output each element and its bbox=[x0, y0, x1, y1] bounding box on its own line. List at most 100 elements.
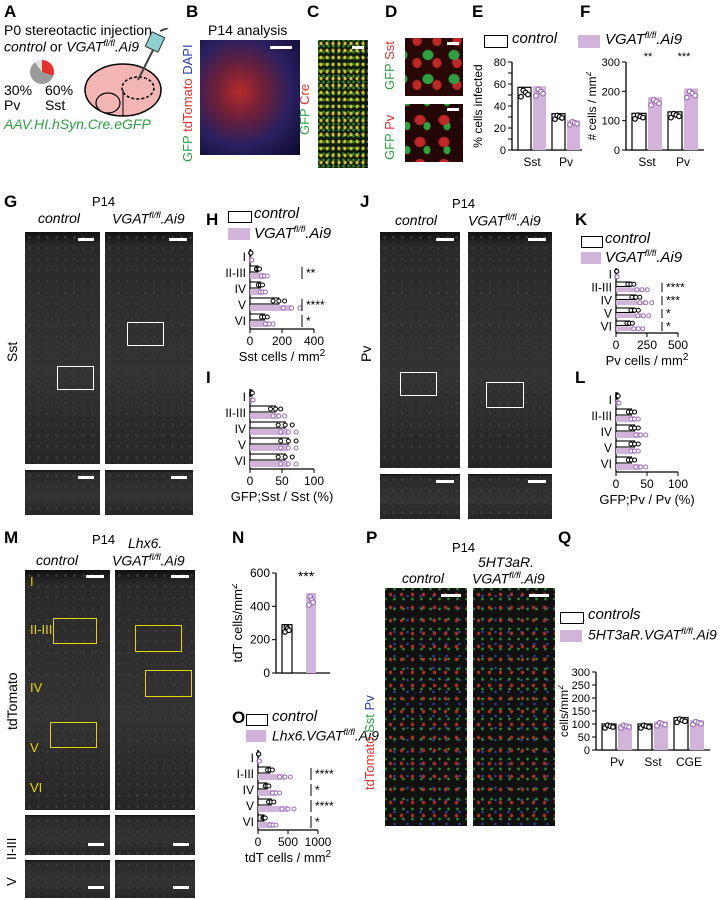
data-point bbox=[631, 326, 637, 332]
panel-label-i: I bbox=[206, 368, 211, 387]
category-label: V bbox=[604, 307, 612, 321]
data-point bbox=[632, 115, 638, 122]
sst-control-inset bbox=[25, 470, 100, 515]
panel-label-o: O bbox=[232, 708, 246, 727]
y-tick-label: 0 bbox=[500, 145, 506, 157]
category-label: IV bbox=[235, 422, 246, 436]
panel-j-age: P14 bbox=[452, 196, 476, 211]
bar bbox=[616, 313, 644, 318]
layer-label: I bbox=[30, 574, 34, 589]
q-legend-5ht-swatch bbox=[560, 630, 582, 642]
bar bbox=[250, 273, 265, 279]
bar bbox=[690, 720, 704, 750]
data-point bbox=[286, 627, 292, 634]
y-tick-label: 300 bbox=[572, 667, 590, 679]
panel-b-stain-label: GFP tdTomato DAPI bbox=[180, 44, 195, 162]
category-label: IV bbox=[601, 425, 612, 439]
chart-f: 0 100 200 300 Sst ** Pv *** # cells / mm2 bbox=[586, 52, 704, 169]
data-point bbox=[668, 114, 674, 121]
panel-label-h: H bbox=[206, 210, 219, 229]
sst-percent: 60% bbox=[45, 82, 74, 98]
panel-g-age: P14 bbox=[92, 194, 116, 209]
panel-p-control: control bbox=[402, 570, 445, 586]
panel-a-line1: P0 stereotactic injection bbox=[4, 22, 152, 38]
data-point bbox=[264, 273, 270, 279]
data-point bbox=[646, 313, 652, 319]
legend-vgat-label: VGATfl/fl.Ai9 bbox=[605, 30, 683, 48]
y-axis-label: % cells infected bbox=[472, 64, 485, 147]
data-point bbox=[637, 300, 643, 306]
data-point bbox=[633, 294, 639, 300]
significance-label: * bbox=[306, 314, 311, 328]
data-point bbox=[616, 400, 622, 406]
data-point bbox=[614, 268, 620, 274]
x-tick-label: 0 bbox=[613, 477, 620, 491]
k-legend-control-label: control bbox=[605, 230, 651, 247]
data-point bbox=[257, 266, 263, 272]
y-tick-label: 200 bbox=[250, 633, 270, 647]
panel-label-m: M bbox=[4, 528, 19, 547]
data-point bbox=[635, 416, 641, 422]
panel-a-line2: control or VGATfl/fl.Ai9 bbox=[4, 38, 139, 55]
o-legend-control-swatch bbox=[246, 714, 268, 726]
data-point bbox=[275, 422, 281, 428]
bar bbox=[250, 305, 292, 311]
category-label: VI bbox=[235, 314, 246, 328]
category-label: V bbox=[246, 799, 254, 813]
y-tick-label: 200 bbox=[602, 86, 620, 98]
pv-percent: 30% bbox=[4, 82, 33, 98]
bar bbox=[250, 413, 279, 419]
y-tick-label: 0 bbox=[263, 666, 270, 680]
y-tick-label: 200 bbox=[572, 693, 590, 705]
bar bbox=[517, 86, 532, 151]
data-point bbox=[285, 445, 291, 451]
category-label: V bbox=[238, 298, 246, 312]
m-inset-lhx6-top bbox=[115, 815, 195, 855]
data-point bbox=[635, 307, 641, 313]
panel-p-vgat: VGATfl/fl.Ai9 bbox=[472, 570, 545, 587]
panel-p-age: P14 bbox=[452, 540, 476, 555]
y-tick-label: 150 bbox=[572, 706, 590, 718]
data-point bbox=[277, 774, 283, 780]
x-tick-label: 50 bbox=[640, 477, 654, 491]
data-point bbox=[614, 274, 620, 280]
tdtomato-control-image bbox=[25, 570, 110, 810]
data-point bbox=[640, 313, 646, 319]
legend-vgat-swatch bbox=[578, 35, 600, 48]
category-label: Sst bbox=[638, 155, 656, 169]
category-label: CGE bbox=[676, 755, 702, 769]
data-point bbox=[270, 298, 276, 304]
y-tick-label: 50 bbox=[578, 732, 590, 744]
y-axis-label: # cells / mm2 bbox=[586, 71, 599, 140]
panel-m-age: P14 bbox=[92, 532, 116, 547]
data-point bbox=[574, 120, 580, 127]
data-point bbox=[270, 321, 276, 327]
data-point bbox=[256, 758, 262, 764]
pv-control-inset bbox=[380, 474, 460, 519]
data-point bbox=[559, 115, 565, 121]
panel-m-inset-bot-label: V bbox=[4, 877, 19, 886]
bar bbox=[250, 461, 289, 467]
data-point bbox=[285, 461, 291, 467]
data-point bbox=[635, 313, 641, 319]
panel-label-l: L bbox=[575, 368, 586, 387]
category-label: I bbox=[243, 390, 246, 404]
data-point bbox=[276, 298, 282, 304]
sst-gfp-image bbox=[405, 38, 463, 96]
y-tick-label: 250 bbox=[572, 680, 590, 692]
significance-label: ** bbox=[306, 266, 316, 280]
x-axis-label: GFP;Pv / Pv (%) bbox=[599, 492, 694, 507]
o-legend-control-label: control bbox=[272, 708, 318, 725]
data-point bbox=[293, 461, 299, 467]
panel-label-j: J bbox=[360, 192, 370, 211]
data-point bbox=[640, 114, 646, 121]
category-label: Pv bbox=[676, 155, 690, 169]
pie-icon bbox=[30, 60, 54, 84]
bar bbox=[616, 287, 643, 292]
data-point bbox=[635, 448, 641, 454]
panel-label-f: F bbox=[580, 2, 591, 21]
category-label: II-III bbox=[591, 281, 612, 295]
tdtomato-lhx6-image bbox=[115, 570, 195, 810]
layer-label: IV bbox=[30, 680, 43, 695]
significance-label: **** bbox=[315, 767, 334, 781]
